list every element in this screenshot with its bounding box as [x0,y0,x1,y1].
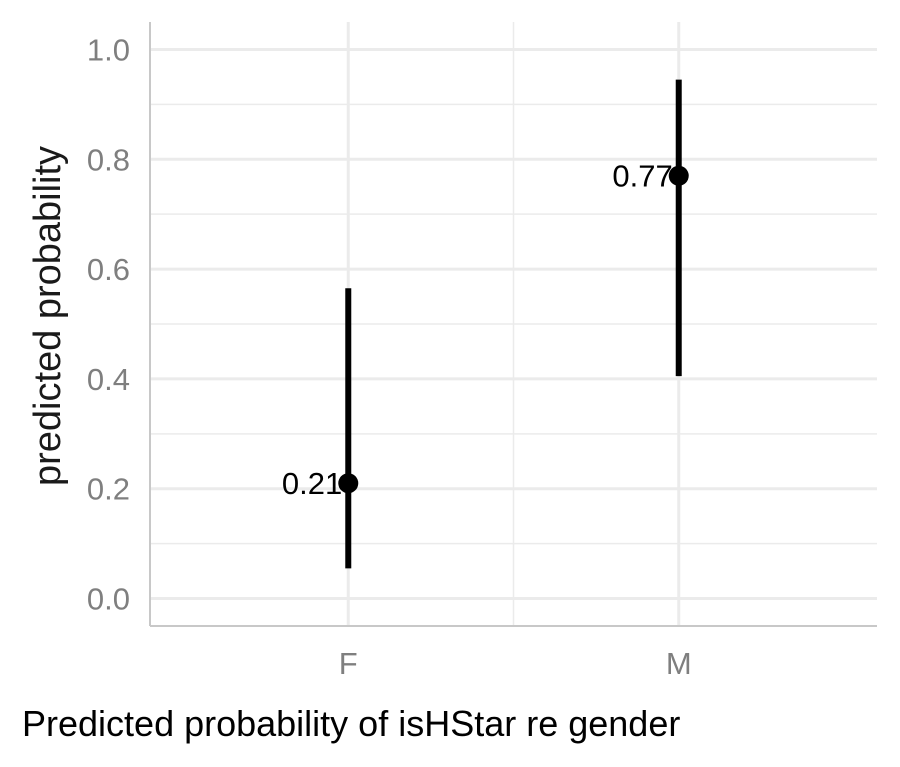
y-tick-label: 0.2 [87,472,130,507]
labels-layer: 0.0 0.2 0.4 0.6 0.8 1.0 F M 0.21 0.77 [87,32,692,681]
x-tick-label: M [666,646,692,681]
grid-layer [150,22,877,626]
y-tick-label: 1.0 [87,32,130,67]
y-tick-label: 0.0 [87,582,130,617]
data-label: 0.77 [612,159,672,194]
chart-caption: Predicted probability of isHStar re gend… [22,703,680,744]
data-label: 0.21 [282,466,342,501]
y-tick-label: 0.8 [87,142,130,177]
marks-layer [338,79,689,569]
data-point [668,165,689,186]
x-tick-label: F [339,646,358,681]
y-tick-label: 0.4 [87,362,130,397]
data-point [338,473,359,494]
axis-layer [149,22,877,627]
y-axis-title: predicted probability [27,146,69,486]
y-tick-label: 0.6 [87,252,130,287]
